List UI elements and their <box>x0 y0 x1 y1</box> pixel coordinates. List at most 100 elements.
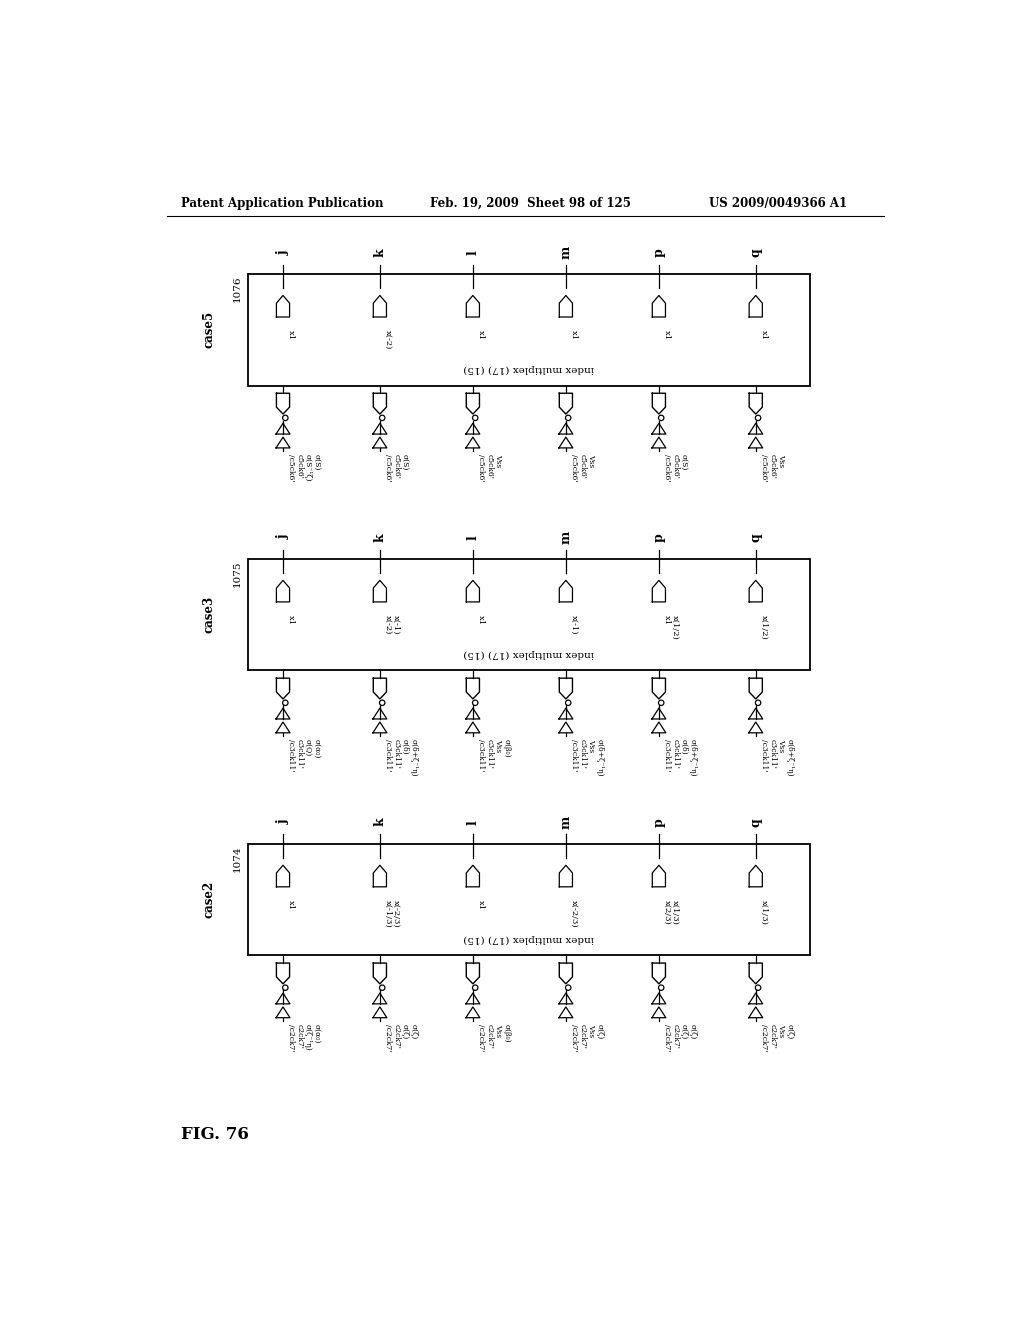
Text: 1076: 1076 <box>232 276 242 302</box>
Text: c2ck7': c2ck7' <box>392 1024 400 1049</box>
Text: Vss: Vss <box>587 1024 595 1038</box>
Text: /c2ck7': /c2ck7' <box>569 1024 578 1051</box>
Text: σ(δ): σ(δ) <box>400 739 409 755</box>
Text: σ(ζ): σ(ζ) <box>410 1024 418 1039</box>
Text: j: j <box>276 249 290 255</box>
Text: Vss: Vss <box>494 454 502 467</box>
Text: Vss: Vss <box>587 739 595 752</box>
Text: x(2/3): x(2/3) <box>663 900 671 924</box>
Text: l: l <box>466 820 479 825</box>
Text: σ(ζ): σ(ζ) <box>595 1024 603 1039</box>
Text: σ(Q): σ(Q) <box>304 739 312 756</box>
Text: US 2009/0049366 A1: US 2009/0049366 A1 <box>710 197 848 210</box>
Text: k: k <box>374 533 386 541</box>
Text: c2ck7': c2ck7' <box>672 1024 679 1049</box>
Text: x1: x1 <box>287 615 295 626</box>
Text: /c3ck11': /c3ck11' <box>287 739 295 771</box>
Text: x(1/2): x(1/2) <box>672 615 679 640</box>
Text: p: p <box>652 533 666 541</box>
Text: l: l <box>466 535 479 540</box>
Text: j: j <box>276 535 290 540</box>
Text: q: q <box>750 818 762 826</box>
Text: σ(ζ): σ(ζ) <box>680 1024 688 1039</box>
Text: case3: case3 <box>203 597 216 634</box>
Text: c2ck7': c2ck7' <box>579 1024 587 1049</box>
Text: σ(ζ): σ(ζ) <box>400 1024 409 1039</box>
Text: c2ck7': c2ck7' <box>485 1024 494 1049</box>
Text: c5ck6': c5ck6' <box>295 454 303 479</box>
Text: case2: case2 <box>203 880 216 919</box>
Text: c3ck11': c3ck11' <box>295 739 303 768</box>
Text: σ(δ+ζ⁻¹η): σ(δ+ζ⁻¹η) <box>688 739 696 776</box>
Text: σ(δ+ζ⁻¹η): σ(δ+ζ⁻¹η) <box>595 739 603 776</box>
Text: /c3ck11': /c3ck11' <box>477 739 484 771</box>
Text: p: p <box>652 248 666 256</box>
Text: c3ck11': c3ck11' <box>485 739 494 768</box>
Text: σ(δ+ζ⁻¹η): σ(δ+ζ⁻¹η) <box>410 739 418 776</box>
Text: Vss: Vss <box>587 454 595 467</box>
Text: p: p <box>652 818 666 826</box>
Text: /c3ck11': /c3ck11' <box>760 739 768 771</box>
Bar <box>248 558 810 671</box>
Text: Vss: Vss <box>776 739 784 752</box>
Text: /c5ck6': /c5ck6' <box>569 454 578 482</box>
Text: Vss: Vss <box>494 1024 502 1038</box>
Text: x(-2): x(-2) <box>384 330 392 350</box>
Text: c3ck11': c3ck11' <box>768 739 776 768</box>
Text: l: l <box>466 249 479 255</box>
Text: 1074: 1074 <box>232 845 242 871</box>
Text: c3ck11': c3ck11' <box>579 739 587 768</box>
Text: /c3ck11': /c3ck11' <box>384 739 392 771</box>
Text: /c5ck6': /c5ck6' <box>287 454 295 482</box>
Text: m: m <box>559 246 572 259</box>
Text: /c2ck7': /c2ck7' <box>287 1024 295 1051</box>
Text: x(-2/3): x(-2/3) <box>392 900 400 928</box>
Text: x1: x1 <box>569 330 578 341</box>
Text: index multiplex (17) (15): index multiplex (17) (15) <box>464 364 595 374</box>
Text: σ(S⁻¹ζ): σ(S⁻¹ζ) <box>304 454 312 482</box>
Text: σ(ζ⁻¹η): σ(ζ⁻¹η) <box>304 1024 312 1051</box>
Text: x(1/3): x(1/3) <box>672 900 679 925</box>
Text: x1: x1 <box>287 330 295 341</box>
Text: Patent Application Publication: Patent Application Publication <box>180 197 383 210</box>
Text: c3ck11': c3ck11' <box>672 739 679 768</box>
Text: x1: x1 <box>477 615 484 626</box>
Text: /c5ck6': /c5ck6' <box>384 454 392 482</box>
Bar <box>248 843 810 956</box>
Text: Vss: Vss <box>776 1024 784 1038</box>
Text: k: k <box>374 818 386 826</box>
Text: Vss: Vss <box>776 454 784 467</box>
Text: σ(ζ): σ(ζ) <box>688 1024 696 1039</box>
Text: σ(S): σ(S) <box>680 454 688 470</box>
Text: σ(δ): σ(δ) <box>680 739 688 755</box>
Text: k: k <box>374 248 386 256</box>
Text: case5: case5 <box>203 312 216 348</box>
Text: c2ck7': c2ck7' <box>295 1024 303 1049</box>
Text: x(-2): x(-2) <box>384 615 392 635</box>
Text: c5ck6': c5ck6' <box>579 454 587 479</box>
Text: index multiplex (17) (15): index multiplex (17) (15) <box>464 649 595 659</box>
Text: /c3ck11': /c3ck11' <box>569 739 578 771</box>
Text: σ(β₀): σ(β₀) <box>503 739 510 758</box>
Text: /c5ck6': /c5ck6' <box>663 454 671 482</box>
Text: c5ck6': c5ck6' <box>392 454 400 479</box>
Text: index multiplex (17) (15): index multiplex (17) (15) <box>464 933 595 942</box>
Text: x(1/3): x(1/3) <box>760 900 768 925</box>
Text: c5ck6': c5ck6' <box>768 454 776 479</box>
Text: σ(α₀): σ(α₀) <box>312 1024 321 1043</box>
Text: σ(ζ): σ(ζ) <box>785 1024 794 1039</box>
Text: Vss: Vss <box>494 739 502 752</box>
Text: q: q <box>750 248 762 256</box>
Text: /c2ck7': /c2ck7' <box>384 1024 392 1051</box>
Text: x(-1): x(-1) <box>569 615 578 635</box>
Bar <box>248 275 810 385</box>
Text: x1: x1 <box>663 615 671 626</box>
Text: /c2ck7': /c2ck7' <box>477 1024 484 1051</box>
Text: FIG. 76: FIG. 76 <box>180 1126 249 1143</box>
Text: x1: x1 <box>663 330 671 341</box>
Text: x(1/2): x(1/2) <box>760 615 768 640</box>
Text: c5ck6': c5ck6' <box>672 454 679 479</box>
Text: σ(S): σ(S) <box>312 454 321 470</box>
Text: Feb. 19, 2009  Sheet 98 of 125: Feb. 19, 2009 Sheet 98 of 125 <box>430 197 631 210</box>
Text: m: m <box>559 816 572 829</box>
